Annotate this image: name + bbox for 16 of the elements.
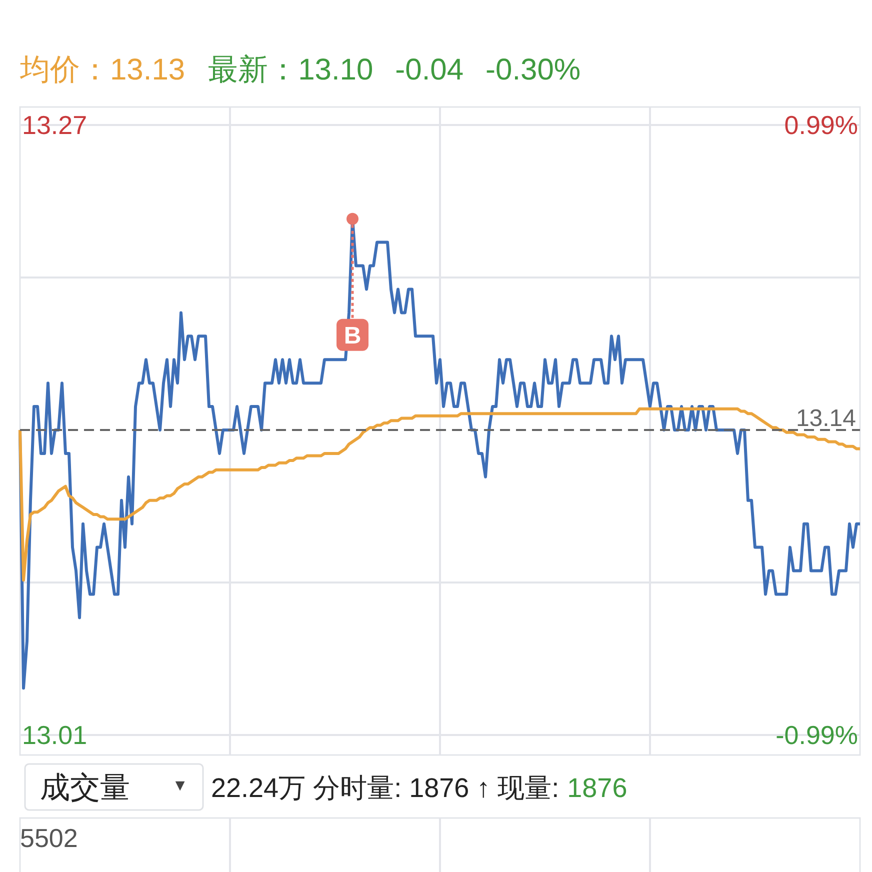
text: 1876 <box>567 773 628 803</box>
line-series <box>18 407 862 582</box>
y2-tick-label: -0.99% <box>776 720 858 750</box>
ref-line-label: 13.14 <box>796 405 856 432</box>
text: 5502 <box>20 823 78 853</box>
y-tick-label: 13.27 <box>22 110 88 140</box>
y-tick-label: 13.01 <box>22 720 88 750</box>
text: 成交量 <box>40 772 130 804</box>
text: 均价：13.13 <box>19 54 186 86</box>
text: -0.04 <box>395 54 464 86</box>
text: 22.24万 分时量: 1876 ↑ 现量: <box>211 773 560 803</box>
text: -0.30% <box>486 54 581 86</box>
text: 最新：13.10 <box>208 54 374 86</box>
y2-tick-label: 0.99% <box>784 110 858 140</box>
text: ▼ <box>172 778 188 794</box>
annotation: B <box>344 322 362 350</box>
